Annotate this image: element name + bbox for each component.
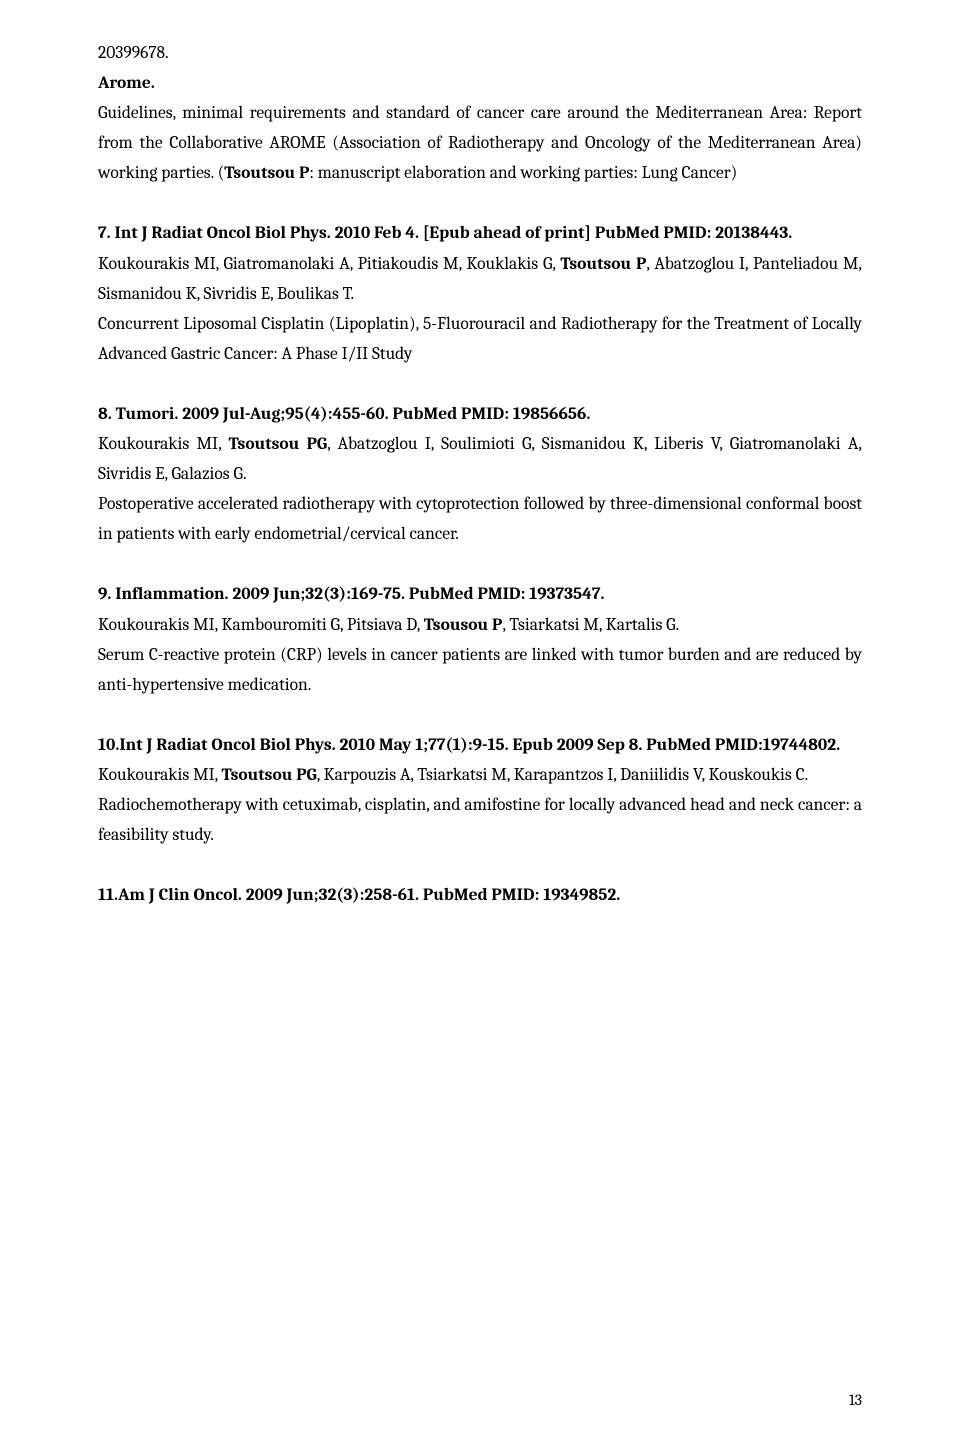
page-number: 13 — [849, 1391, 862, 1409]
ref7-study: Concurrent Liposomal Cisplatin (Lipoplat… — [98, 309, 862, 369]
spacer — [98, 549, 862, 579]
ref8-authors: Koukourakis MI, Tsoutsou PG, Abatzoglou … — [98, 429, 862, 489]
study-text: Serum C-reactive protein (CRP) levels in… — [98, 645, 862, 695]
title-bold: 7. Int J Radiat Oncol Biol Phys. 2010 Fe… — [98, 223, 792, 243]
ref9-authors: Koukourakis MI, Kambouromiti G, Pitsiava… — [98, 610, 862, 640]
tsoutsou-bold: Tsoutsou P — [224, 163, 309, 183]
study-text: Concurrent Liposomal Cisplatin (Lipoplat… — [98, 314, 862, 364]
spacer — [98, 369, 862, 399]
ref9-title: 9. Inflammation. 2009 Jun;32(3):169-75. … — [98, 579, 862, 609]
auth-pre: Koukourakis MI, — [98, 434, 228, 454]
auth-pre: Koukourakis MI, — [98, 765, 222, 785]
auth-pre: Koukourakis MI, Giatromanolaki A, Pitiak… — [98, 254, 560, 274]
ref7-authors: Koukourakis MI, Giatromanolaki A, Pitiak… — [98, 249, 862, 309]
page: 20399678. Arome. Guidelines, minimal req… — [0, 0, 960, 1431]
tsoutsou-bold: Tsousou P — [424, 615, 503, 635]
desc-post: : manuscript elaboration and working par… — [309, 163, 737, 183]
title-bold: 9. Inflammation. 2009 Jun;32(3):169-75. … — [98, 584, 604, 604]
ref8-title: 8. Tumori. 2009 Jul-Aug;95(4):455-60. Pu… — [98, 399, 862, 429]
spacer — [98, 850, 862, 880]
tsoutsou-bold: Tsoutsou P — [560, 254, 646, 274]
auth-pre: Koukourakis MI, Kambouromiti G, Pitsiava… — [98, 615, 424, 635]
title-bold: 10.Int J Radiat Oncol Biol Phys. 2010 Ma… — [98, 735, 840, 755]
ref7-title: 7. Int J Radiat Oncol Biol Phys. 2010 Fe… — [98, 218, 862, 248]
ref10-title: 10.Int J Radiat Oncol Biol Phys. 2010 Ma… — [98, 730, 862, 760]
title-bold: 11.Am J Clin Oncol. 2009 Jun;32(3):258-6… — [98, 885, 620, 905]
ref11-title: 11.Am J Clin Oncol. 2009 Jun;32(3):258-6… — [98, 880, 862, 910]
ref10-study: Radiochemotherapy with cetuximab, cispla… — [98, 790, 862, 850]
top-description: Guidelines, minimal requirements and sta… — [98, 98, 862, 188]
page-number-value: 13 — [849, 1391, 862, 1409]
arome-label: Arome. — [98, 73, 155, 93]
ref8-study: Postoperative accelerated radiotherapy w… — [98, 489, 862, 549]
title-bold: 8. Tumori. 2009 Jul-Aug;95(4):455-60. Pu… — [98, 404, 590, 424]
ref10-authors: Koukourakis MI, Tsoutsou PG, Karpouzis A… — [98, 760, 862, 790]
auth-post: , Karpouzis A, Tsiarkatsi M, Karapantzos… — [317, 765, 809, 785]
top-arome: Arome. — [98, 68, 862, 98]
auth-post: , Tsiarkatsi M, Kartalis G. — [502, 615, 679, 635]
top-pmid: 20399678. — [98, 38, 862, 68]
text: 20399678. — [98, 43, 169, 63]
spacer — [98, 700, 862, 730]
tsoutsou-bold: Tsoutsou PG — [228, 434, 327, 454]
study-text: Postoperative accelerated radiotherapy w… — [98, 494, 862, 544]
tsoutsou-bold: Tsoutsou PG — [222, 765, 317, 785]
spacer — [98, 188, 862, 218]
ref9-study: Serum C-reactive protein (CRP) levels in… — [98, 640, 862, 700]
study-text: Radiochemotherapy with cetuximab, cispla… — [98, 795, 862, 845]
